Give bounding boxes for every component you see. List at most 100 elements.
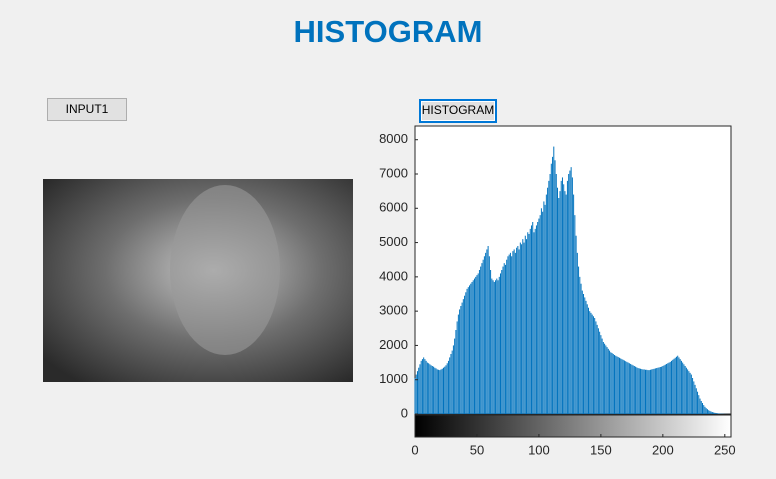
- bar: [698, 395, 700, 414]
- bar: [480, 266, 482, 414]
- bar: [566, 180, 568, 414]
- bar: [594, 318, 596, 414]
- image-subject: [170, 185, 280, 355]
- bar: [673, 358, 675, 414]
- bar: [517, 246, 519, 414]
- x-tick-label: 50: [470, 442, 484, 457]
- bar: [590, 312, 592, 414]
- bar: [706, 409, 708, 414]
- bar: [705, 408, 707, 414]
- bar: [605, 345, 607, 414]
- bar: [576, 252, 578, 414]
- bar: [632, 365, 634, 414]
- x-tick-label: 250: [714, 442, 736, 457]
- bar: [506, 259, 508, 414]
- bar: [591, 314, 593, 414]
- bar: [487, 246, 489, 414]
- bar: [704, 406, 706, 414]
- bar: [565, 194, 567, 414]
- bar: [623, 360, 625, 414]
- bar: [653, 368, 655, 414]
- bar: [493, 282, 495, 414]
- bar: [555, 174, 557, 414]
- bar: [569, 170, 571, 414]
- histogram-button[interactable]: HISTOGRAM: [419, 99, 497, 123]
- bar: [662, 366, 664, 414]
- bar: [606, 347, 608, 414]
- bar: [471, 282, 473, 414]
- bar: [627, 362, 629, 414]
- bar: [554, 160, 556, 414]
- bar: [633, 366, 635, 414]
- bar: [560, 180, 562, 414]
- bar: [703, 405, 705, 414]
- bar: [579, 276, 581, 414]
- bar: [451, 350, 453, 414]
- bar: [657, 367, 659, 414]
- bar: [464, 295, 466, 414]
- bar: [512, 251, 514, 414]
- bar: [573, 194, 575, 414]
- bar: [537, 222, 539, 414]
- bar: [711, 412, 713, 414]
- bar: [513, 249, 515, 414]
- bar: [602, 342, 604, 414]
- bar: [652, 369, 654, 414]
- bar: [584, 297, 586, 414]
- x-tick-label: 150: [590, 442, 612, 457]
- bar: [668, 362, 670, 414]
- bar: [414, 378, 416, 414]
- bar: [477, 273, 479, 414]
- bar: [467, 287, 469, 414]
- bar: [419, 364, 421, 414]
- bar: [563, 184, 565, 414]
- bar: [485, 252, 487, 414]
- bar: [465, 292, 467, 414]
- bar: [549, 174, 551, 414]
- bar: [651, 369, 653, 414]
- bar: [436, 369, 438, 414]
- bar: [587, 307, 589, 414]
- bar: [713, 412, 715, 414]
- bar: [523, 242, 525, 414]
- bar: [509, 252, 511, 414]
- bar: [684, 366, 686, 414]
- bar: [699, 398, 701, 414]
- bar: [675, 356, 677, 414]
- bar: [646, 369, 648, 414]
- bar: [507, 256, 509, 414]
- bar: [604, 343, 606, 414]
- input-button[interactable]: INPUT1: [47, 98, 127, 121]
- bar: [550, 163, 552, 414]
- bar: [497, 280, 499, 414]
- bar: [426, 362, 428, 414]
- x-tick-label: 200: [652, 442, 674, 457]
- window-title: HISTOGRAM: [293, 14, 483, 49]
- bar: [664, 364, 666, 414]
- bar: [618, 357, 620, 414]
- y-tick-label: 8000: [379, 131, 408, 146]
- bar: [434, 367, 436, 414]
- bar: [498, 276, 500, 414]
- bar: [445, 365, 447, 414]
- bar: [710, 411, 712, 414]
- bar: [539, 215, 541, 414]
- bar: [488, 256, 490, 414]
- bar: [547, 187, 549, 414]
- bar: [638, 368, 640, 414]
- bar: [420, 360, 422, 414]
- bar: [610, 352, 612, 414]
- bar: [574, 215, 576, 414]
- bar: [530, 225, 532, 414]
- bar: [685, 367, 687, 414]
- bar: [709, 410, 711, 414]
- bar: [628, 363, 630, 414]
- bar: [543, 201, 545, 414]
- bar: [669, 361, 671, 414]
- y-tick-label: 3000: [379, 303, 408, 318]
- bar: [694, 384, 696, 414]
- bar: [716, 413, 718, 414]
- bar: [535, 225, 537, 414]
- bar: [585, 300, 587, 414]
- bar: [643, 369, 645, 414]
